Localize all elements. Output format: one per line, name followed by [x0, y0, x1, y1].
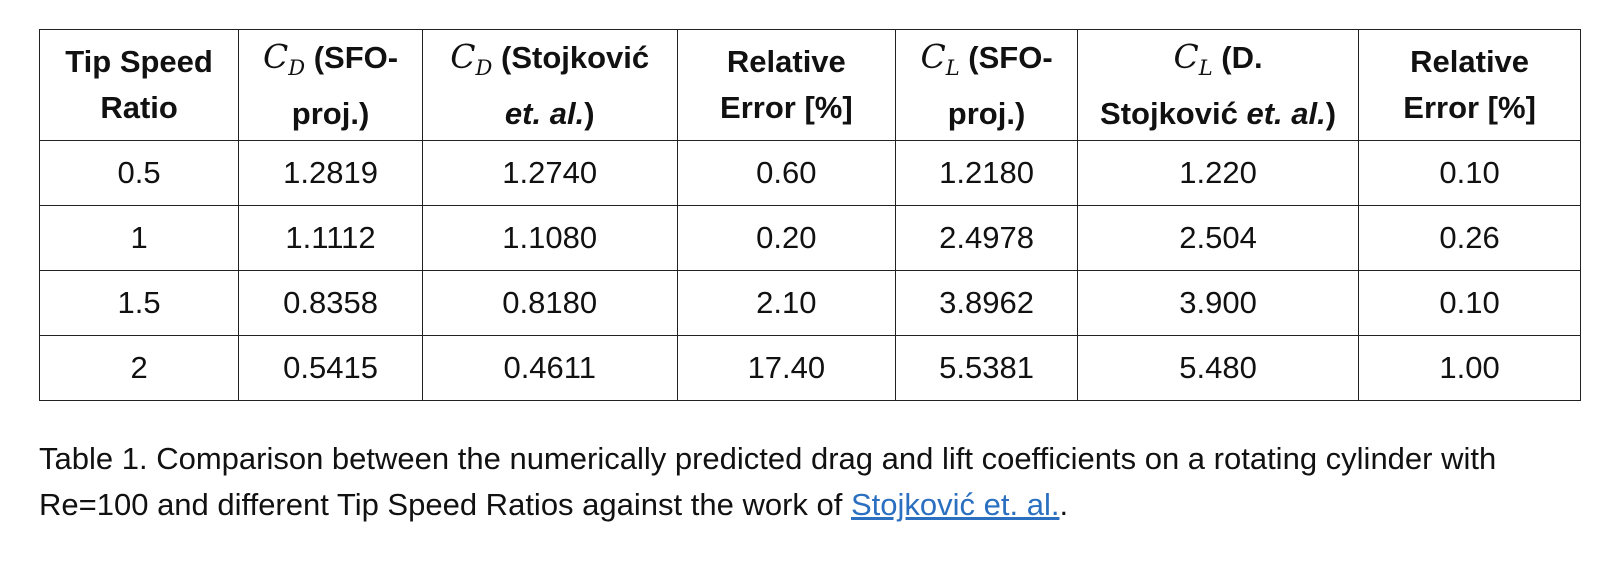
- header-relative-error-cl: Relative Error [%]: [1358, 29, 1581, 141]
- header-cl-sfo-proj: CL (SFO- proj.): [895, 29, 1078, 141]
- table-row: 0.5 1.2819 1.2740 0.60 1.2180 1.220 0.10: [38, 140, 1581, 206]
- comparison-table: Tip Speed Ratio CD (SFO- proj.) CD (Stoj…: [38, 29, 1581, 401]
- table-cell: 0.8358: [238, 270, 423, 336]
- caption-text: Table 1. Comparison between the numerica…: [39, 441, 1497, 522]
- table-cell: 0.5: [38, 140, 240, 206]
- table-cell: 2.10: [676, 270, 897, 336]
- table-cell: 17.40: [676, 335, 897, 401]
- stojkovic-reference-link[interactable]: Stojković et. al.: [850, 487, 1060, 522]
- header-cd-sfo-proj: CD (SFO- proj.): [238, 29, 423, 141]
- table-cell: 1.2819: [238, 140, 423, 206]
- header-relative-error-cd: Relative Error [%]: [676, 29, 897, 141]
- table-cell: 1.00: [1358, 335, 1581, 401]
- table-cell: 3.8962: [895, 270, 1078, 336]
- table-cell: 1.2180: [895, 140, 1078, 206]
- table-cell: 2.504: [1076, 205, 1360, 271]
- table-row: 2 0.5415 0.4611 17.40 5.5381 5.480 1.00: [38, 335, 1581, 401]
- table-caption: Table 1. Comparison between the numerica…: [39, 436, 1589, 528]
- table-cell: 0.8180: [421, 270, 678, 336]
- table-row: 1.5 0.8358 0.8180 2.10 3.8962 3.900 0.10: [38, 270, 1581, 336]
- table-cell: 0.60: [676, 140, 897, 206]
- table-cell: 0.10: [1358, 140, 1581, 206]
- cl-symbol: CL: [1173, 36, 1213, 80]
- header-tip-speed-ratio: Tip Speed Ratio: [38, 29, 240, 141]
- table-cell: 0.20: [676, 205, 897, 271]
- table-cell: 1.2740: [421, 140, 678, 206]
- table-cell: 3.900: [1076, 270, 1360, 336]
- table-cell: 0.10: [1358, 270, 1581, 336]
- table-cell: 1.5: [38, 270, 240, 336]
- table-row: 1 1.1112 1.1080 0.20 2.4978 2.504 0.26: [38, 205, 1581, 271]
- cd-symbol: CD: [262, 36, 306, 80]
- table-cell: 5.480: [1076, 335, 1360, 401]
- table-cell: 0.4611: [421, 335, 678, 401]
- header-cl-stojkovic: CL (D. Stojković et. al.): [1076, 29, 1360, 141]
- header-cd-stojkovic: CD (Stojković et. al.): [421, 29, 678, 141]
- table-cell: 0.5415: [238, 335, 423, 401]
- table-cell: 1.1112: [238, 205, 423, 271]
- table-cell: 1.220: [1076, 140, 1360, 206]
- cd-symbol: CD: [450, 36, 493, 80]
- header-row: Tip Speed Ratio CD (SFO- proj.) CD (Stoj…: [38, 29, 1581, 141]
- cl-symbol: CL: [920, 36, 960, 80]
- table-cell: 1: [38, 205, 240, 271]
- table-cell: 0.26: [1358, 205, 1581, 271]
- table-cell: 1.1080: [421, 205, 678, 271]
- table-cell: 2.4978: [895, 205, 1078, 271]
- table-cell: 5.5381: [895, 335, 1078, 401]
- table-cell: 2: [38, 335, 240, 401]
- caption-end: .: [1059, 487, 1069, 522]
